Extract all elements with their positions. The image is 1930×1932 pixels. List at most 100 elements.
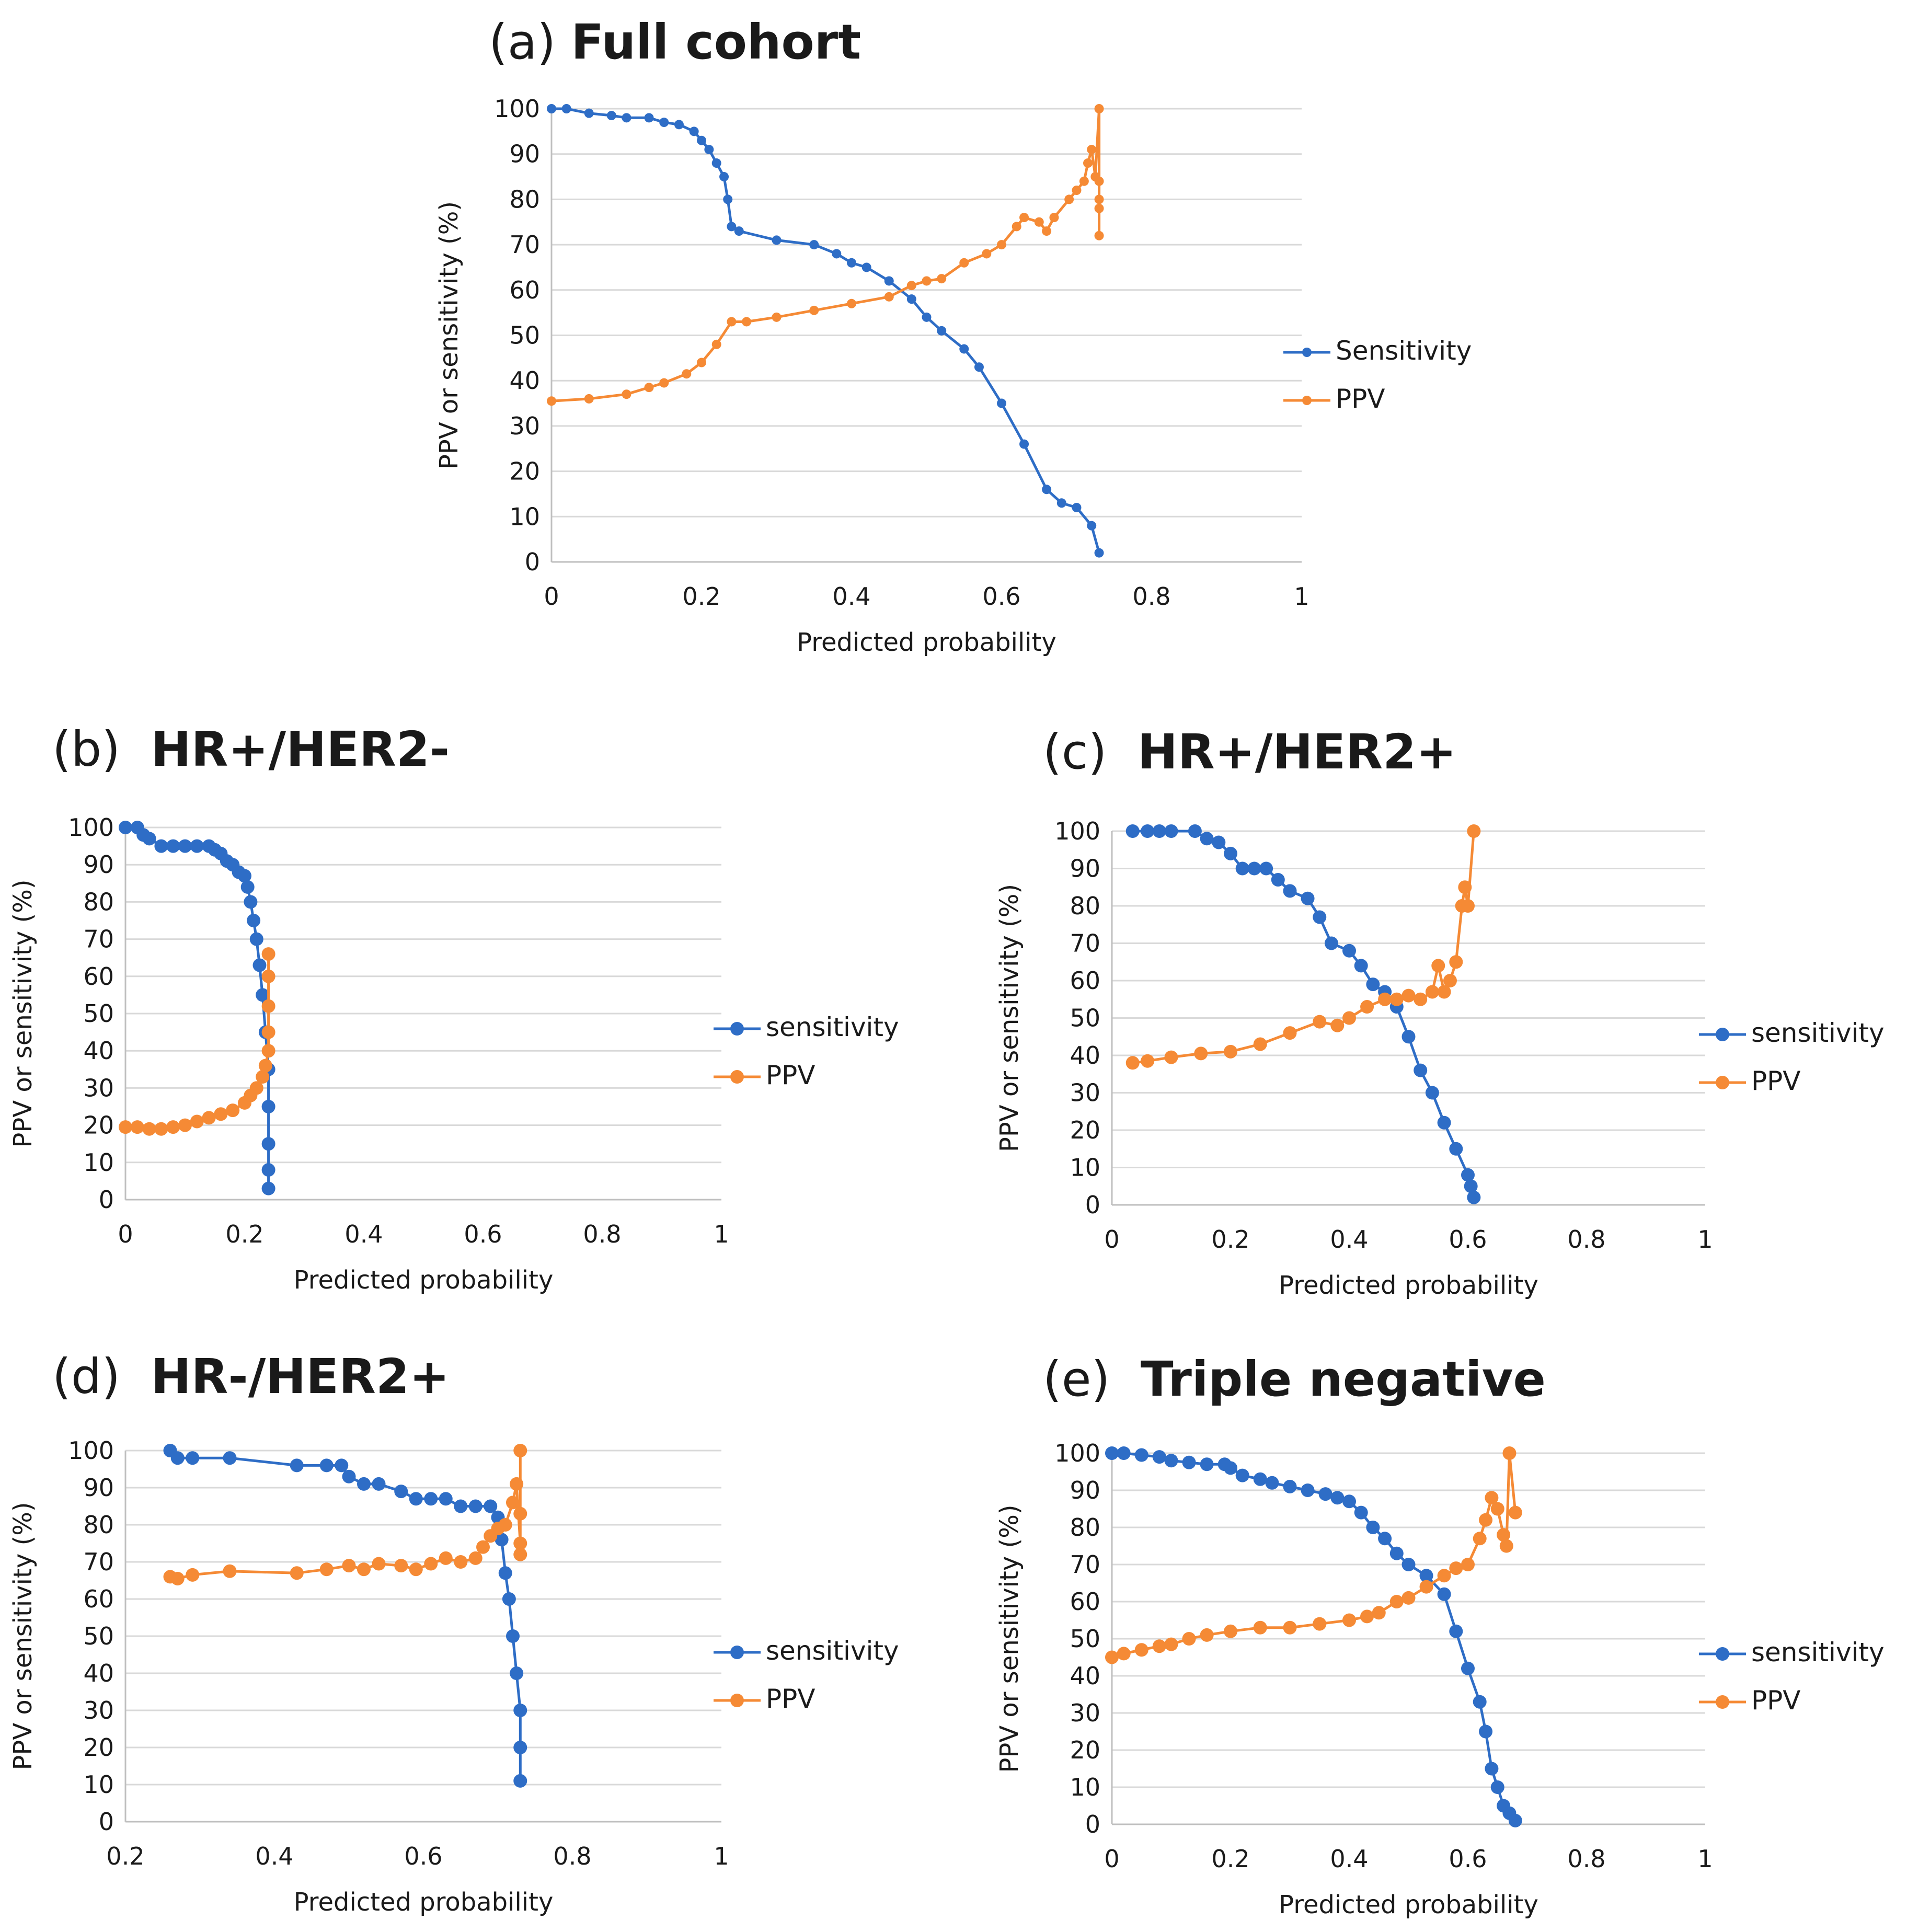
data-point	[1079, 176, 1089, 186]
data-point	[1425, 985, 1439, 999]
data-point	[711, 339, 721, 349]
data-point	[723, 194, 733, 204]
data-point	[261, 1044, 275, 1058]
data-point	[506, 1629, 520, 1643]
y-tick-label: 10	[1070, 1154, 1100, 1182]
y-tick-label: 90	[1070, 1476, 1100, 1504]
data-point	[240, 880, 255, 894]
y-tick-label: 10	[83, 1148, 114, 1177]
data-point	[170, 1571, 185, 1585]
y-axis-label: PPV or sensitivity (%)	[995, 884, 1024, 1152]
panel-letter: (d)	[52, 1349, 151, 1405]
data-point	[644, 383, 654, 393]
x-tick-label: 0.4	[344, 1220, 383, 1248]
legend-marker	[730, 1022, 744, 1036]
data-point	[982, 249, 992, 259]
data-point	[1152, 824, 1166, 838]
data-point	[261, 1025, 275, 1039]
data-point	[468, 1499, 483, 1513]
data-point	[727, 222, 737, 232]
series-line	[169, 1450, 522, 1781]
y-tick-label: 100	[68, 813, 114, 842]
data-point	[861, 262, 871, 272]
data-point	[142, 832, 156, 846]
x-axis-label: Predicted probability	[294, 1266, 554, 1295]
data-point	[1164, 824, 1178, 838]
data-point	[372, 1477, 386, 1491]
data-point	[1271, 872, 1285, 887]
data-point	[202, 1111, 216, 1125]
data-point	[1141, 824, 1155, 838]
x-tick-label: 0.8	[1567, 1845, 1605, 1873]
data-point	[261, 1163, 275, 1177]
data-point	[561, 104, 571, 113]
y-tick-label: 50	[83, 1622, 114, 1650]
data-point	[1497, 1528, 1511, 1542]
y-tick-label: 80	[1070, 892, 1100, 920]
legend-label: PPV	[1751, 1066, 1801, 1096]
data-point	[502, 1592, 516, 1606]
legend-marker	[1716, 1695, 1729, 1709]
chart-c: (c) HR+/HER2+ 0 10 20 30 40 50 60 70 80 90 100 0 0.2 0…	[995, 724, 1885, 1300]
data-point	[697, 135, 706, 145]
data-point	[1437, 1569, 1451, 1583]
data-point	[454, 1555, 468, 1569]
y-tick-label: 40	[83, 1659, 114, 1687]
data-point	[1235, 861, 1249, 876]
data-point	[247, 914, 261, 927]
data-point	[1464, 1179, 1478, 1193]
data-point	[606, 111, 616, 121]
data-point	[1164, 1454, 1178, 1468]
data-point	[742, 317, 752, 327]
legend-marker	[730, 1694, 744, 1707]
data-point	[1012, 222, 1021, 232]
data-point	[335, 1458, 349, 1473]
y-tick-label: 90	[83, 850, 114, 879]
x-axis-label: Predicted probability	[1279, 1271, 1538, 1300]
data-point	[1366, 978, 1380, 992]
data-point	[1224, 1461, 1237, 1475]
data-point	[1342, 1011, 1356, 1025]
data-point	[1330, 1491, 1345, 1505]
data-point	[809, 240, 819, 250]
data-point	[190, 1114, 204, 1129]
data-point	[1224, 1044, 1237, 1059]
x-tick-label: 0.2	[225, 1220, 263, 1248]
data-point	[1354, 959, 1368, 973]
data-point	[258, 1059, 272, 1073]
x-tick-label: 0	[544, 582, 559, 611]
data-point	[154, 1122, 168, 1136]
y-tick-label: 70	[83, 925, 114, 953]
data-point	[1461, 1168, 1475, 1182]
y-axis-label: PPV or sensitivity (%)	[8, 879, 38, 1147]
y-axis-label: PPV or sensitivity (%)	[8, 1502, 38, 1770]
data-point	[424, 1557, 438, 1571]
data-point	[772, 312, 782, 322]
data-point	[1342, 1494, 1356, 1509]
chart-b: (b) HR+/HER2- 0 10 20 30 40 50 60 70 80 90 100 0 0.2 0…	[8, 721, 899, 1295]
y-tick-label: 100	[494, 95, 540, 123]
series-sensitivity	[1125, 824, 1481, 1204]
data-point	[711, 158, 721, 168]
data-point	[261, 1181, 275, 1195]
data-point	[513, 1774, 527, 1788]
data-point	[178, 1118, 192, 1132]
y-tick-label: 60	[1070, 967, 1100, 995]
data-point	[357, 1477, 371, 1491]
data-point	[261, 969, 275, 983]
y-tick-label: 20	[83, 1111, 114, 1140]
data-point	[1083, 158, 1093, 168]
data-point	[1499, 1539, 1513, 1553]
series-line	[1132, 831, 1475, 1064]
data-point	[584, 108, 594, 118]
x-tick-label: 1	[1294, 582, 1309, 611]
data-point	[1019, 213, 1029, 223]
data-point	[659, 118, 669, 128]
y-tick-label: 90	[83, 1474, 114, 1502]
data-point	[1342, 944, 1356, 958]
data-point	[1419, 1569, 1433, 1583]
y-tick-label: 90	[1070, 855, 1100, 883]
data-point	[290, 1458, 304, 1473]
data-point	[847, 298, 856, 308]
y-axis-label: PPV or sensitivity (%)	[995, 1504, 1024, 1773]
